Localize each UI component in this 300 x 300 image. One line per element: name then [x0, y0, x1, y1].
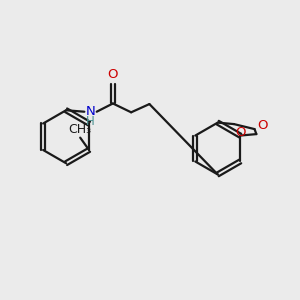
Text: CH₃: CH₃ [69, 123, 92, 136]
Text: O: O [108, 68, 118, 80]
Text: O: O [235, 126, 246, 139]
Text: H: H [85, 115, 94, 128]
Text: O: O [257, 119, 268, 132]
Text: N: N [85, 105, 95, 118]
